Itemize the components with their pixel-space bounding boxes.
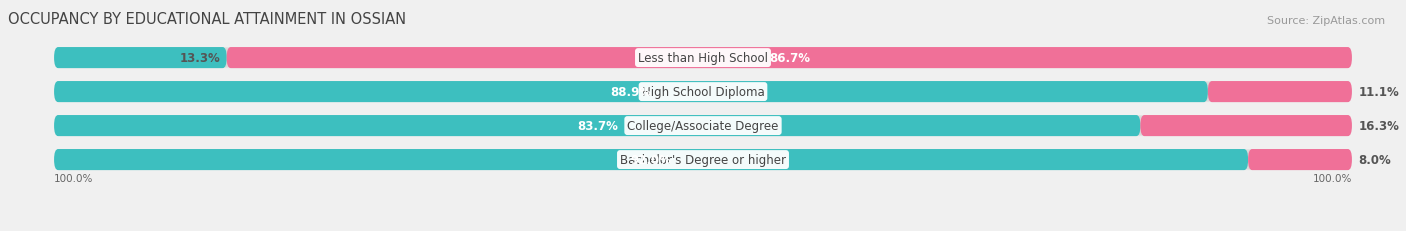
FancyBboxPatch shape: [58, 117, 1348, 135]
Text: OCCUPANCY BY EDUCATIONAL ATTAINMENT IN OSSIAN: OCCUPANCY BY EDUCATIONAL ATTAINMENT IN O…: [8, 12, 406, 27]
Text: 92.0%: 92.0%: [631, 153, 672, 166]
Text: 13.3%: 13.3%: [180, 52, 221, 65]
FancyBboxPatch shape: [53, 116, 1140, 137]
Text: 100.0%: 100.0%: [1313, 173, 1353, 183]
FancyBboxPatch shape: [53, 82, 1208, 103]
Text: 16.3%: 16.3%: [1358, 120, 1399, 133]
Text: Bachelor's Degree or higher: Bachelor's Degree or higher: [620, 153, 786, 166]
FancyBboxPatch shape: [58, 83, 1348, 101]
FancyBboxPatch shape: [53, 48, 226, 69]
FancyBboxPatch shape: [1140, 116, 1353, 137]
FancyBboxPatch shape: [53, 116, 1353, 137]
FancyBboxPatch shape: [53, 149, 1353, 170]
FancyBboxPatch shape: [1249, 149, 1353, 170]
Text: 8.0%: 8.0%: [1358, 153, 1391, 166]
Legend: Owner-occupied, Renter-occupied: Owner-occupied, Renter-occupied: [581, 228, 825, 231]
FancyBboxPatch shape: [58, 49, 1348, 67]
Text: High School Diploma: High School Diploma: [641, 86, 765, 99]
FancyBboxPatch shape: [53, 149, 1249, 170]
Text: Less than High School: Less than High School: [638, 52, 768, 65]
Text: 100.0%: 100.0%: [53, 173, 93, 183]
Text: 88.9%: 88.9%: [610, 86, 651, 99]
Text: 11.1%: 11.1%: [1358, 86, 1399, 99]
FancyBboxPatch shape: [53, 82, 1353, 103]
FancyBboxPatch shape: [1208, 82, 1353, 103]
Text: College/Associate Degree: College/Associate Degree: [627, 120, 779, 133]
FancyBboxPatch shape: [226, 48, 1353, 69]
Text: Source: ZipAtlas.com: Source: ZipAtlas.com: [1267, 16, 1385, 26]
FancyBboxPatch shape: [58, 151, 1348, 169]
Text: 86.7%: 86.7%: [769, 52, 810, 65]
Text: 83.7%: 83.7%: [576, 120, 617, 133]
FancyBboxPatch shape: [53, 48, 1353, 69]
